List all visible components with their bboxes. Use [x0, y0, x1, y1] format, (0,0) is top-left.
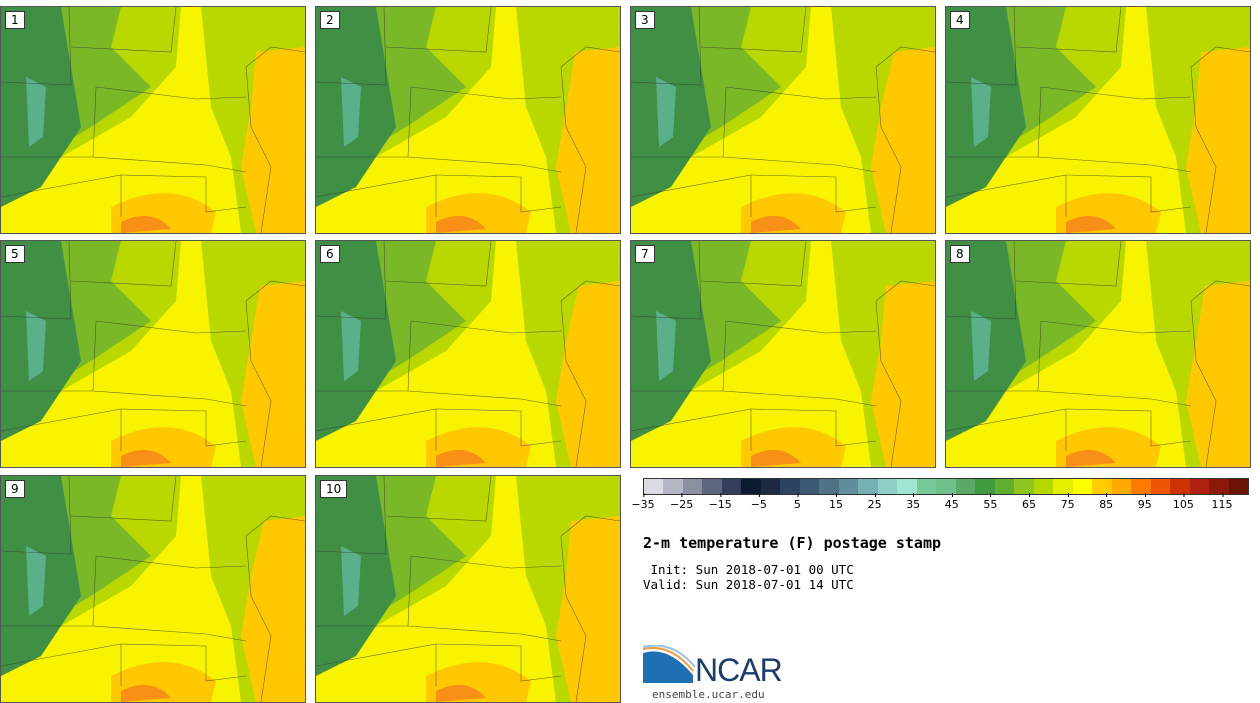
colorbar-tick-label: 15	[829, 493, 843, 511]
colorbar-swatch	[760, 479, 781, 494]
colorbar-tick-label: −35	[631, 493, 655, 511]
ensemble-member-panel: 9	[0, 475, 306, 703]
temperature-map	[631, 241, 935, 467]
colorbar-swatch	[1053, 479, 1073, 494]
colorbar-tick-label: −5	[751, 493, 767, 511]
member-number: 7	[635, 245, 655, 263]
valid-time: Valid: Sun 2018-07-01 14 UTC	[643, 577, 854, 592]
colorbar-tick-label: 95	[1138, 493, 1152, 511]
chart-title: 2-m temperature (F) postage stamp	[643, 534, 942, 552]
website-link[interactable]: ensemble.ucar.edu	[652, 688, 765, 701]
colorbar-swatch	[955, 479, 976, 494]
member-number: 2	[320, 11, 340, 29]
colorbar-swatch	[1014, 479, 1034, 494]
temperature-map	[316, 7, 620, 233]
colorbar-tick-label: −15	[709, 493, 732, 511]
colorbar-tick-label: 105	[1173, 493, 1194, 511]
temperature-map	[946, 7, 1250, 233]
colorbar	[643, 478, 1249, 495]
colorbar-swatch	[1033, 479, 1054, 494]
ncar-logo	[643, 645, 696, 683]
colorbar-swatch	[838, 479, 859, 494]
init-time: Init: Sun 2018-07-01 00 UTC	[643, 562, 854, 577]
ensemble-member-panel: 4	[945, 6, 1251, 234]
colorbar-tick-label: 65	[1022, 493, 1036, 511]
member-number: 5	[5, 245, 25, 263]
colorbar-tick-label: 5	[794, 493, 801, 511]
colorbar-swatch	[1189, 479, 1210, 494]
colorbar-tick-label: −25	[670, 493, 693, 511]
colorbar-swatch	[741, 479, 761, 494]
colorbar-swatch	[975, 479, 995, 494]
temperature-map	[1, 7, 305, 233]
colorbar-tick-label: 75	[1061, 493, 1075, 511]
colorbar-swatch	[1131, 479, 1151, 494]
colorbar-swatch	[702, 479, 722, 494]
colorbar-swatch	[644, 479, 664, 494]
colorbar-tick-label: 35	[906, 493, 920, 511]
colorbar-tick-label: 25	[868, 493, 882, 511]
colorbar-swatch	[799, 479, 820, 494]
ensemble-member-panel: 3	[630, 6, 936, 234]
colorbar-swatch	[1228, 479, 1249, 494]
colorbar-swatch	[682, 479, 703, 494]
ensemble-member-panel: 10	[315, 475, 621, 703]
colorbar-tick-label: 55	[983, 493, 997, 511]
member-number: 3	[635, 11, 655, 29]
colorbar-swatch	[663, 479, 683, 494]
ncar-logo-text: NCAR	[695, 652, 783, 688]
temperature-map	[316, 241, 620, 467]
temperature-map	[316, 476, 620, 702]
temperature-map	[1, 241, 305, 467]
member-number: 1	[5, 11, 25, 29]
colorbar-swatch	[819, 479, 839, 494]
ensemble-member-panel: 7	[630, 240, 936, 468]
temperature-map	[631, 7, 935, 233]
member-number: 10	[320, 480, 348, 498]
colorbar-swatch	[1111, 479, 1132, 494]
colorbar-swatch	[1170, 479, 1190, 494]
colorbar-swatch	[858, 479, 878, 494]
colorbar-swatch	[1150, 479, 1171, 494]
colorbar-swatch	[780, 479, 800, 494]
colorbar-tick-label: 115	[1212, 493, 1233, 511]
colorbar-swatch	[897, 479, 917, 494]
colorbar-swatch	[936, 479, 956, 494]
colorbar-swatch	[916, 479, 937, 494]
ensemble-member-panel: 2	[315, 6, 621, 234]
colorbar-swatch	[1092, 479, 1112, 494]
colorbar-tick-label: 85	[1099, 493, 1113, 511]
colorbar-ticks: −35 −25 −15 −5 5 15 25 35 45 55 65 75 85 95 105 115	[631, 493, 1247, 513]
colorbar-swatch	[1209, 479, 1229, 494]
temperature-map	[946, 241, 1250, 467]
colorbar-tick-label: 45	[945, 493, 959, 511]
colorbar-swatch	[877, 479, 898, 494]
colorbar-swatch	[721, 479, 742, 494]
member-number: 8	[950, 245, 970, 263]
member-number: 9	[5, 480, 25, 498]
colorbar-swatch	[994, 479, 1015, 494]
member-number: 6	[320, 245, 340, 263]
ensemble-member-panel: 1	[0, 6, 306, 234]
temperature-map	[1, 476, 305, 702]
member-number: 4	[950, 11, 970, 29]
ensemble-member-panel: 6	[315, 240, 621, 468]
colorbar-swatch	[1072, 479, 1093, 494]
ensemble-member-panel: 5	[0, 240, 306, 468]
ensemble-member-panel: 8	[945, 240, 1251, 468]
